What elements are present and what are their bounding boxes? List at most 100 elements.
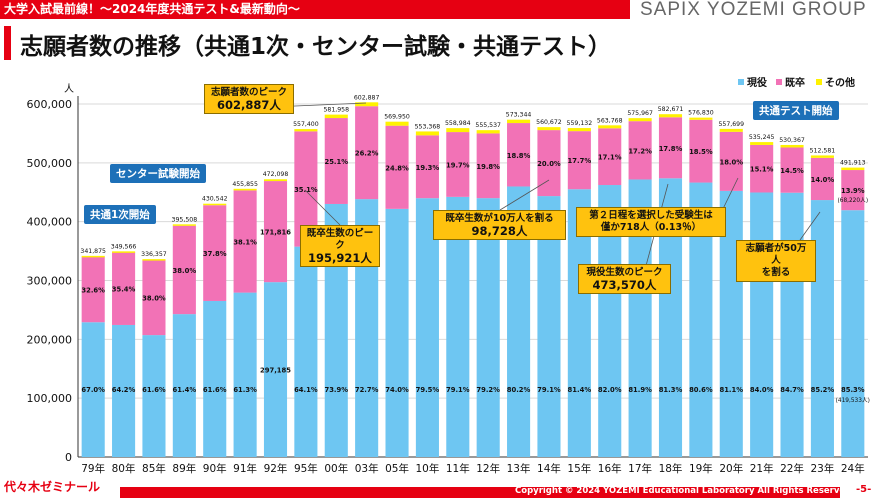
x-tick-label: 95年: [294, 462, 318, 475]
bar-ronin: [294, 131, 318, 247]
bar-other: [537, 127, 561, 131]
current-pct-label: 81.3%: [659, 386, 683, 394]
bar-current: [172, 314, 196, 457]
current-pct-label: 84.7%: [780, 386, 804, 394]
total-label: 559,132: [567, 120, 593, 127]
y-tick-label: 300,000: [27, 275, 73, 288]
x-tick-label: 85年: [142, 462, 166, 475]
y-tick-label: 200,000: [27, 333, 73, 346]
annotation-ronin-peak: 既卒生数のピーク 195,921人: [300, 225, 380, 267]
bar-ronin: [415, 135, 439, 199]
bar-current: [415, 198, 439, 458]
ronin-pct-label: 24.8%: [385, 164, 409, 172]
x-tick-label: 16年: [598, 462, 622, 475]
bar-current: [233, 292, 257, 457]
ronin-pct-label: 13.9%: [841, 187, 865, 195]
annotation-connector: [799, 211, 821, 241]
current-pct-label: 85.2%: [811, 386, 835, 394]
bar-other: [324, 114, 348, 119]
ronin-pct-label: 17.1%: [598, 154, 622, 162]
annotation-second-day: 第２日程を選択した受験生は 僅か718人（0.13％）: [576, 207, 726, 237]
ronin-pct-label: 18.0%: [719, 158, 743, 166]
y-tick-label: 0: [65, 451, 72, 464]
bar-other: [142, 259, 166, 261]
bar-other: [750, 142, 774, 145]
bar-other: [355, 102, 379, 107]
current-pct-label: 84.0%: [750, 386, 774, 394]
total-label: 512,581: [810, 147, 836, 154]
current-pct-label: 61.3%: [233, 386, 257, 394]
x-tick-label: 89年: [172, 462, 196, 475]
ronin-pct-label: 18.8%: [507, 152, 531, 160]
annotation-value: 195,921人: [308, 251, 372, 265]
x-tick-label: 14年: [537, 462, 561, 475]
x-tick-label: 91年: [233, 462, 257, 475]
ronin-pct-label: 17.8%: [659, 145, 683, 153]
current-pct-label: 61.6%: [203, 386, 227, 394]
bar-ronin: [324, 118, 348, 204]
title-marker: [4, 26, 11, 60]
bar-current: [81, 322, 105, 457]
brand-logo: SAPIX YOZEMI GROUP: [640, 0, 867, 20]
bar-ronin: [446, 132, 470, 197]
annotation-current-peak: 現役生数のピーク 473,570人: [578, 264, 671, 294]
total-label: 555,537: [475, 122, 501, 129]
bar-ronin: [719, 131, 743, 191]
current-pct-label: 80.2%: [507, 386, 531, 394]
current-pct-label: 81.1%: [719, 386, 743, 394]
label-kyotsu-test-start: 共通テスト開始: [753, 101, 839, 120]
bar-current: [112, 324, 136, 457]
total-label: 530,367: [779, 137, 805, 144]
annotation-value: 602,887人: [217, 98, 281, 112]
x-tick-label: 22年: [780, 462, 804, 475]
annotation-value: 473,570人: [592, 278, 657, 292]
current-pct-label: 79.1%: [537, 386, 561, 394]
total-label: 395,508: [172, 216, 198, 223]
current-pct-label: 81.4%: [568, 386, 592, 394]
yozemi-logo: 代々木ゼミナール: [4, 480, 101, 494]
bar-other: [780, 144, 804, 148]
x-tick-label: 18年: [659, 462, 683, 475]
page-number: -5-: [856, 484, 872, 495]
bar-other: [203, 203, 227, 206]
bar-current: [385, 208, 409, 457]
total-label: 558,984: [445, 120, 471, 127]
x-tick-label: 92年: [264, 462, 288, 475]
x-tick-label: 13年: [507, 462, 531, 475]
current-pct-label: 67.0%: [81, 386, 105, 394]
annotation-text: 第２日程を選択した受験生は: [589, 210, 713, 221]
x-tick-label: 19年: [689, 462, 713, 475]
bar-ronin: [81, 256, 105, 323]
total-label: 455,855: [232, 181, 258, 188]
y-unit-label: 人: [64, 83, 74, 95]
current-pct-label: 81.9%: [628, 386, 652, 394]
annotation-value: 98,728人: [471, 224, 528, 238]
bar-current: [689, 182, 713, 457]
bar-ronin: [203, 205, 227, 301]
ronin-pct-label: 14.0%: [811, 176, 835, 184]
bar-other: [598, 125, 622, 129]
ronin-pct-label: 20.0%: [537, 160, 561, 168]
total-label: 576,830: [688, 110, 714, 117]
bar-ronin: [112, 252, 136, 325]
current-pct-label: 82.0%: [598, 386, 622, 394]
bar-other: [689, 117, 713, 120]
legend-label: 現役: [747, 76, 768, 89]
current-pct-label: 61.6%: [142, 386, 166, 394]
x-tick-label: 20年: [719, 462, 743, 475]
ronin-pct-label: 19.3%: [416, 164, 440, 172]
ronin-pct-label: 15.1%: [750, 166, 774, 174]
bar-other: [81, 255, 105, 258]
ronin-value-label: (68,220人): [838, 197, 869, 204]
x-tick-label: 23年: [810, 462, 834, 475]
current-value-label: 297,185: [260, 367, 291, 375]
bar-current: [628, 179, 652, 457]
current-value-label: (419,533人): [836, 397, 870, 404]
x-tick-label: 10年: [415, 462, 439, 475]
bar-ronin: [172, 225, 196, 315]
current-pct-label: 72.7%: [355, 386, 379, 394]
current-pct-label: 85.3%: [841, 386, 865, 394]
ronin-pct-label: 37.8%: [203, 250, 227, 258]
x-tick-label: 24年: [841, 462, 865, 475]
ronin-pct-label: 17.7%: [568, 157, 592, 165]
